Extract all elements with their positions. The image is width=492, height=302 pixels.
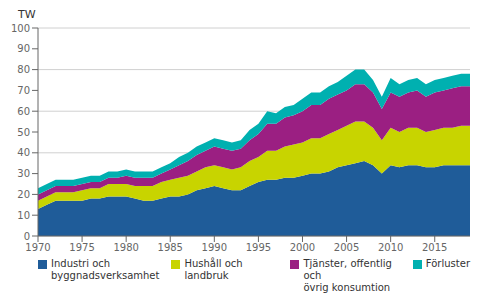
svg-text:0: 0 <box>24 231 30 242</box>
svg-text:2015: 2015 <box>422 242 447 253</box>
svg-text:40: 40 <box>17 147 30 158</box>
svg-text:1990: 1990 <box>202 242 227 253</box>
svg-text:2005: 2005 <box>334 242 359 253</box>
svg-text:1975: 1975 <box>69 242 94 253</box>
svg-text:20: 20 <box>17 189 30 200</box>
svg-text:1995: 1995 <box>246 242 271 253</box>
svg-text:80: 80 <box>17 64 30 75</box>
svg-text:1970: 1970 <box>25 242 50 253</box>
svg-text:2010: 2010 <box>378 242 403 253</box>
svg-text:70: 70 <box>17 85 30 96</box>
html-text:Hushåll och landbruk: Hushåll och landbruk <box>184 258 243 281</box>
svg-text:30: 30 <box>17 168 30 179</box>
svg-text:1985: 1985 <box>158 242 183 253</box>
svg-text:1980: 1980 <box>113 242 138 253</box>
svg-text:100: 100 <box>11 23 30 34</box>
svg-text:2000: 2000 <box>290 242 315 253</box>
svg-text:60: 60 <box>17 106 30 117</box>
html-text:Förluster: Förluster <box>425 258 470 269</box>
svg-text:90: 90 <box>17 43 30 54</box>
html-text:Tjänster, offentlig och övrig: Tjänster, offentlig och övrig konsumtion <box>303 258 392 293</box>
svg-text:50: 50 <box>17 127 30 138</box>
html-text:TW: TW <box>18 8 36 21</box>
html-text:Industri och byggnadsverksamhe: Industri och byggnadsverksamhet <box>51 258 160 281</box>
svg-text:10: 10 <box>17 210 30 221</box>
